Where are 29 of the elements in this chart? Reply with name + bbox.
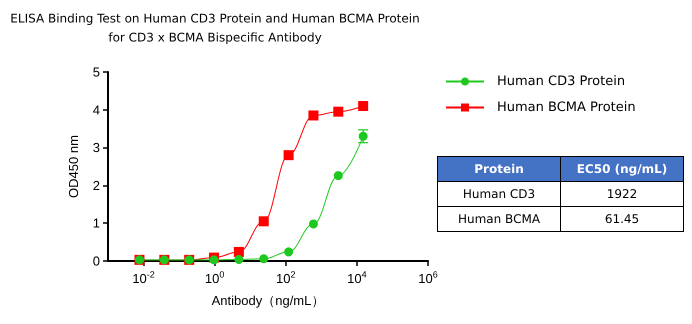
y-tick-label: 1 xyxy=(92,216,100,231)
text: 1922 xyxy=(560,182,684,206)
text: EC50 (ng/mL) xyxy=(560,156,684,182)
y-tick-label: 0 xyxy=(92,254,100,268)
point xyxy=(358,132,368,141)
point xyxy=(284,247,294,256)
point xyxy=(358,101,368,112)
point xyxy=(258,216,269,226)
text: Human CD3 xyxy=(438,182,560,206)
x-axis-title: Antibody（ng/mL） xyxy=(212,293,324,308)
y-tick-label: 4 xyxy=(92,102,100,118)
y-tick-label: 5 xyxy=(92,64,100,80)
text: 61.45 xyxy=(560,206,684,232)
y-tick-label: 2 xyxy=(92,178,100,193)
text: Protein xyxy=(438,156,560,182)
legend-label: Human BCMA Protein xyxy=(497,100,636,115)
point xyxy=(284,150,294,160)
point xyxy=(259,254,268,264)
point xyxy=(308,110,318,120)
point xyxy=(334,171,343,180)
point xyxy=(333,106,344,117)
legend-label: Human CD3 Protein xyxy=(497,74,626,89)
point xyxy=(234,254,244,264)
chart-title: ELISA Binding Test on Human CD3 Protein and Human BCMA Protein for CD3 x BCMA Bispecific Antibody xyxy=(10,12,420,44)
y-axis-title: OD450 nm xyxy=(66,135,81,198)
point xyxy=(210,255,219,264)
y-tick-label: 3 xyxy=(92,140,100,156)
text: Human BCMA xyxy=(438,206,560,232)
point xyxy=(308,219,318,228)
